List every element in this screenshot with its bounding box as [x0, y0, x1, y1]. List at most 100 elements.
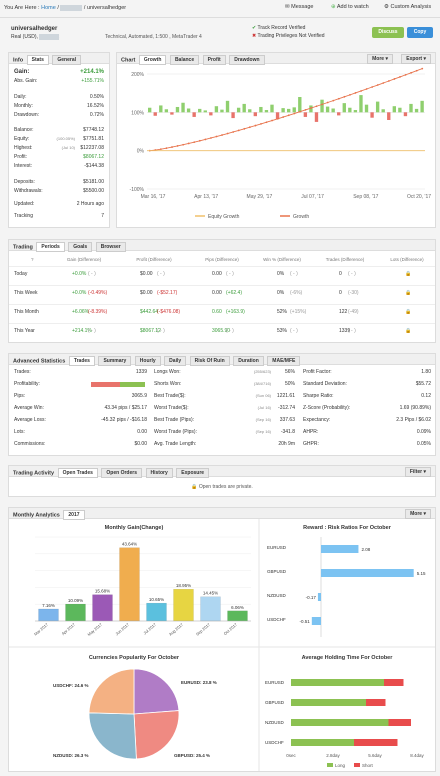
pie-slice: [133, 668, 180, 715]
pie-slice: [133, 710, 180, 760]
tab-open-trades[interactable]: Open Trades: [57, 468, 98, 478]
tab-mae-mfe[interactable]: MAE/MFE: [267, 356, 301, 366]
monthly-gain-bar: [92, 594, 113, 622]
filter-dropdown[interactable]: Filter ▾: [404, 467, 431, 477]
trading-period-row[interactable]: This Month +6.06% (-8.39%) $442.64 (-$476.08…: [9, 308, 435, 317]
stat-row: Best Trade($): (Sun 06) 1221.61: [152, 392, 297, 401]
growth-point: [304, 109, 307, 111]
account-stat-row: Profit: $8067.12: [9, 153, 109, 162]
stat-label: Shorts Won:: [154, 381, 182, 387]
stat-row: Sharpe Ratio: 0.12: [301, 392, 433, 401]
updated-label: Updated:: [14, 201, 35, 207]
year-tab[interactable]: 2017: [63, 510, 85, 520]
gain-bar: [214, 106, 219, 113]
growth-point: [393, 78, 396, 80]
holding-time-title: Average Holding Time For October: [302, 655, 394, 661]
trades-diff: ( - ): [348, 328, 356, 334]
export-dropdown[interactable]: Export ▾: [401, 54, 431, 64]
tab-exposure[interactable]: Exposure: [176, 468, 210, 478]
custom-analysis-link[interactable]: ⚙ Custom Analysis: [384, 4, 431, 10]
account-stat-label: Balance:: [14, 127, 34, 133]
growth-point: [271, 119, 273, 122]
trading-period-row[interactable]: This Week +0.0% (-0.49%) $0.00 (-$52.17) 0.00…: [9, 289, 435, 298]
growth-point: [349, 93, 351, 96]
add-to-watch-link[interactable]: ⊕ Add to watch: [331, 4, 369, 10]
gain-label: Gain:: [14, 69, 30, 75]
trades-value: 1339: [339, 328, 351, 334]
breadcrumb-home-link[interactable]: Home: [41, 5, 56, 11]
loss-bar: [231, 112, 235, 119]
gain-row: Gain: +214.1%: [9, 68, 109, 77]
profit-diff: (-$52.17): [157, 290, 178, 296]
stat-label: Drawdown:: [14, 112, 40, 118]
lock-icon: 🔒: [405, 290, 412, 296]
reward-risk-bar: [321, 545, 359, 553]
tab-drawdown[interactable]: Drawdown: [229, 55, 265, 65]
account-stat-value: $12237.08: [80, 145, 104, 151]
message-link[interactable]: ✉ Message: [285, 4, 314, 10]
monthly-gain-bar: [38, 608, 59, 622]
growth-point: [399, 76, 401, 78]
pie-slice: [88, 712, 137, 760]
more-dropdown[interactable]: More ▾: [367, 54, 393, 64]
lock-icon: 🔒: [405, 328, 412, 334]
stat-value: 1221.61: [276, 393, 295, 399]
tab-info[interactable]: Info: [13, 57, 24, 64]
monthly-more-dropdown[interactable]: More ▾: [405, 509, 431, 519]
discuss-button[interactable]: Discuss: [372, 27, 404, 38]
gain-bar: [375, 101, 380, 113]
growth-point: [176, 145, 179, 147]
gain-bar: [292, 107, 296, 113]
profit-value: $0.00: [140, 290, 153, 296]
advanced-statistics-header: Advanced Statistics Trades Summary Hourl…: [9, 354, 435, 366]
legend-long-label: Long: [335, 763, 346, 768]
legend-long-swatch: [327, 763, 333, 767]
stat-row: Worst Trade($): (Jul 16) -312.74: [152, 404, 297, 413]
stat-value: -312.74: [278, 405, 295, 411]
growth-point: [293, 112, 296, 115]
stat-value: 50%: [284, 381, 295, 387]
growth-point: [210, 137, 212, 139]
stat-row: Average Loss: -45.32 pips / -$16.18: [9, 416, 149, 425]
account-stat-label: Profit:: [14, 154, 28, 160]
tracking-value: 7: [101, 213, 104, 219]
gain-bar: [270, 104, 274, 113]
stat-label: Daily:: [14, 94, 27, 100]
stat-row: Daily: 0.50%: [9, 93, 109, 102]
profitability-bar: [91, 382, 145, 387]
gain-bar: [248, 109, 252, 113]
monthly-charts: Monthly Gain(Change) 7.16% Mar 2017 10.09% A…: [9, 519, 435, 771]
message-label: Message: [291, 4, 314, 10]
gain-value: +0.0%: [72, 290, 87, 296]
breadcrumb-current: universalhedger: [86, 5, 127, 11]
account-stat-value: $7751.81: [83, 136, 104, 142]
stat-value: 337.63: [279, 417, 295, 423]
stat-label: Lots:: [14, 429, 25, 435]
tab-history[interactable]: History: [145, 468, 173, 478]
reward-risk-label: -0.17: [306, 595, 317, 600]
monthly-gain-title: Monthly Gain(Change): [105, 525, 164, 531]
trading-period-row[interactable]: This Year +214.1%( - ) $8067.12( - ) 3065.9…: [9, 327, 435, 336]
stat-value: 43.34 pips / $25.17: [104, 405, 147, 411]
stat-label: Best Trade($):: [154, 393, 186, 399]
tab-general[interactable]: General: [52, 55, 82, 65]
growth-point: [299, 110, 301, 113]
growth-point: [215, 135, 218, 138]
account-stat-row: Equity: $7751.81 (100.05%): [9, 135, 109, 144]
monthly-gain-label: 18.95%: [176, 583, 191, 588]
copy-button[interactable]: Copy: [407, 27, 433, 38]
gain-bar: [164, 109, 169, 113]
stat-value: 1.80: [421, 369, 431, 375]
tab-browser[interactable]: Browser: [95, 242, 126, 252]
loss-bar: [337, 112, 341, 116]
monthly-gain-label: 6.06%: [231, 605, 244, 610]
tracking-label: Tracking: [14, 213, 33, 219]
pie-label: USDCHF: 24.6 %: [53, 683, 89, 688]
breadcrumb-user-link[interactable]: xxxxxxxx: [60, 5, 83, 11]
tab-open-orders[interactable]: Open Orders: [101, 468, 142, 478]
breadcrumb-prefix: You Are Here :: [4, 5, 40, 11]
account-name: universalhedger: [11, 26, 58, 32]
stat-value: -341.8: [280, 429, 295, 435]
gain-bar: [420, 100, 424, 113]
trading-period-row[interactable]: Today +0.0%( - ) $0.00( - ) 0.00( - ) 0%( - …: [9, 270, 435, 279]
